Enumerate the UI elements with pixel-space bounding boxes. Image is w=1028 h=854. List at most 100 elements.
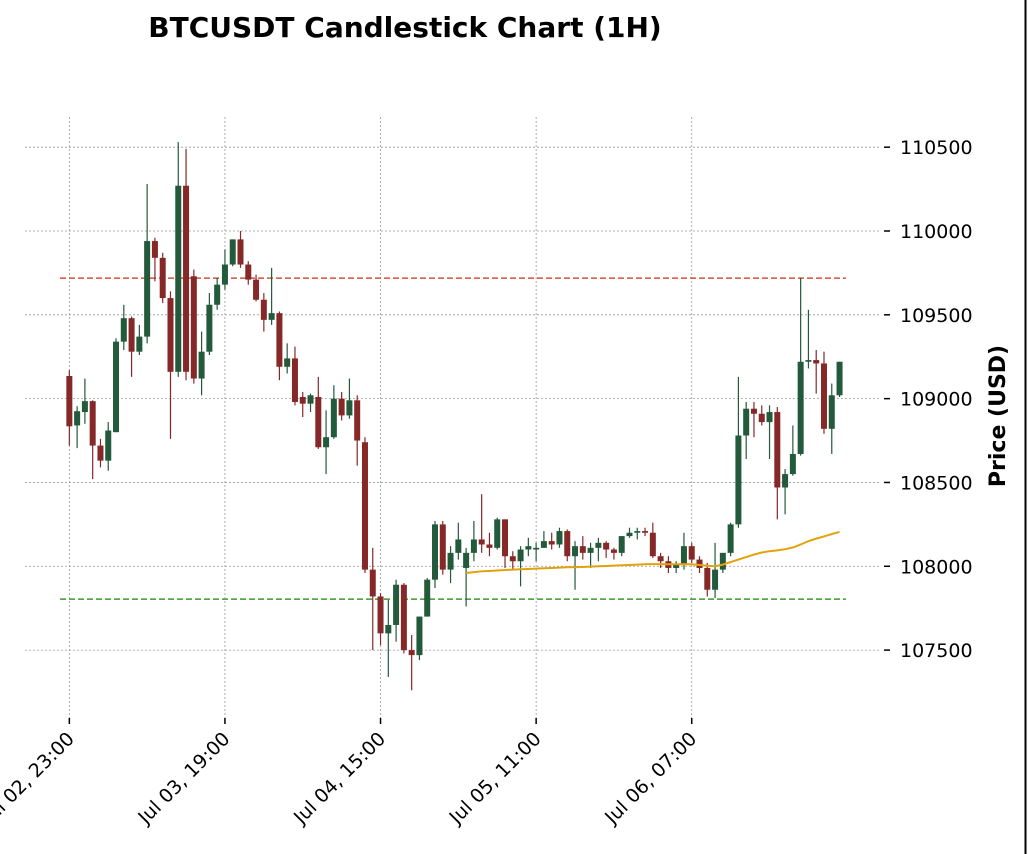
- candle-body: [299, 396, 306, 404]
- candle-body: [774, 412, 781, 488]
- candle-body: [416, 616, 423, 656]
- candle-body: [206, 304, 213, 352]
- candle-body: [673, 564, 680, 568]
- candle-body: [361, 442, 368, 570]
- y-axis-label: Price (USD): [986, 345, 1011, 487]
- candle-body: [167, 298, 174, 372]
- candle-body: [712, 569, 719, 590]
- moving-average-line: [466, 530, 840, 574]
- candle-body: [424, 579, 431, 617]
- y-tick-label: 108500: [900, 472, 973, 494]
- candle-body: [97, 445, 104, 461]
- candle-body: [750, 408, 757, 414]
- candle-body: [502, 519, 509, 557]
- candle-body: [634, 531, 641, 533]
- x-tick-label: Jul 05, 11:00: [445, 728, 546, 829]
- candle-body: [688, 546, 695, 560]
- candle-body: [159, 257, 166, 299]
- candle-body: [431, 524, 438, 580]
- candle-body: [120, 318, 127, 342]
- candle-body: [175, 185, 182, 372]
- candle-body: [735, 435, 742, 525]
- x-tick-label: Jul 06, 07:00: [600, 728, 701, 829]
- candle-body: [113, 341, 120, 433]
- candle-body: [797, 361, 804, 454]
- candle-body: [478, 539, 485, 545]
- candle-body: [369, 569, 376, 597]
- candle-body: [525, 546, 532, 550]
- y-tick-label: 110000: [900, 221, 973, 243]
- candle-body: [307, 395, 314, 404]
- candle-body: [198, 351, 205, 379]
- candle-body: [190, 276, 197, 379]
- candle-body: [642, 531, 649, 533]
- x-tick-label: Jul 04, 15:00: [289, 728, 390, 829]
- candle-body: [105, 430, 112, 461]
- candle-body: [509, 556, 516, 562]
- candle-body: [400, 584, 407, 651]
- candle-body: [393, 584, 400, 625]
- candle-body: [820, 363, 827, 429]
- candle-body: [151, 241, 158, 258]
- candle-body: [245, 264, 252, 280]
- candle-body: [66, 376, 73, 427]
- candle-body: [758, 413, 765, 423]
- candle-body: [268, 313, 275, 320]
- candle-body: [354, 400, 361, 441]
- candle-body: [680, 546, 687, 565]
- candle-body: [595, 542, 602, 548]
- candle-body: [494, 519, 501, 548]
- candle-body: [696, 559, 703, 568]
- x-tick-label: Jul 03, 19:00: [133, 728, 234, 829]
- candle-body: [183, 185, 190, 372]
- candle-body: [572, 546, 579, 557]
- candle-body: [657, 556, 664, 562]
- y-tick-label: 109000: [900, 389, 973, 411]
- candle-body: [81, 401, 88, 413]
- candle-body: [291, 358, 298, 402]
- candle-body: [385, 624, 392, 634]
- candle-body: [610, 549, 617, 553]
- candle-body: [556, 531, 563, 545]
- candle-body: [789, 453, 796, 475]
- candle-body: [237, 239, 244, 265]
- candle-body: [626, 532, 633, 537]
- candle-body: [253, 279, 260, 300]
- y-tick-label: 110500: [900, 137, 973, 159]
- candle-body: [128, 318, 135, 352]
- chart-title: BTCUSDT Candlestick Chart (1H): [148, 11, 661, 44]
- candle-body: [276, 313, 283, 367]
- candle-body: [455, 539, 462, 553]
- candle-body: [346, 400, 353, 416]
- candle-body: [144, 241, 151, 337]
- candle-body: [315, 396, 322, 448]
- y-tick-label: 107500: [900, 640, 973, 662]
- candle-body: [782, 474, 789, 488]
- candle-body: [517, 549, 524, 562]
- candle-body: [727, 524, 734, 553]
- candle-body: [649, 532, 656, 557]
- candle-body: [836, 361, 843, 396]
- x-tick-label: Jul 02, 23:00: [0, 728, 79, 829]
- candle-body: [470, 539, 477, 553]
- candle-body: [719, 552, 726, 570]
- candle-body: [323, 437, 330, 448]
- candle-body: [260, 299, 267, 320]
- candle-body: [447, 552, 454, 570]
- candle-body: [486, 544, 493, 548]
- candle-body: [603, 542, 610, 550]
- candle-body: [579, 546, 586, 553]
- candle-body: [463, 552, 470, 568]
- candle-body: [377, 596, 384, 634]
- y-tick-label: 109500: [900, 305, 973, 327]
- candle-body: [439, 524, 446, 570]
- candle-body: [408, 650, 415, 656]
- candle-body: [813, 360, 820, 364]
- candle-body: [338, 398, 345, 416]
- candle-body: [136, 336, 143, 352]
- y-tick-label: 108000: [900, 556, 973, 578]
- candle-body: [74, 411, 81, 426]
- candle-body: [548, 541, 555, 545]
